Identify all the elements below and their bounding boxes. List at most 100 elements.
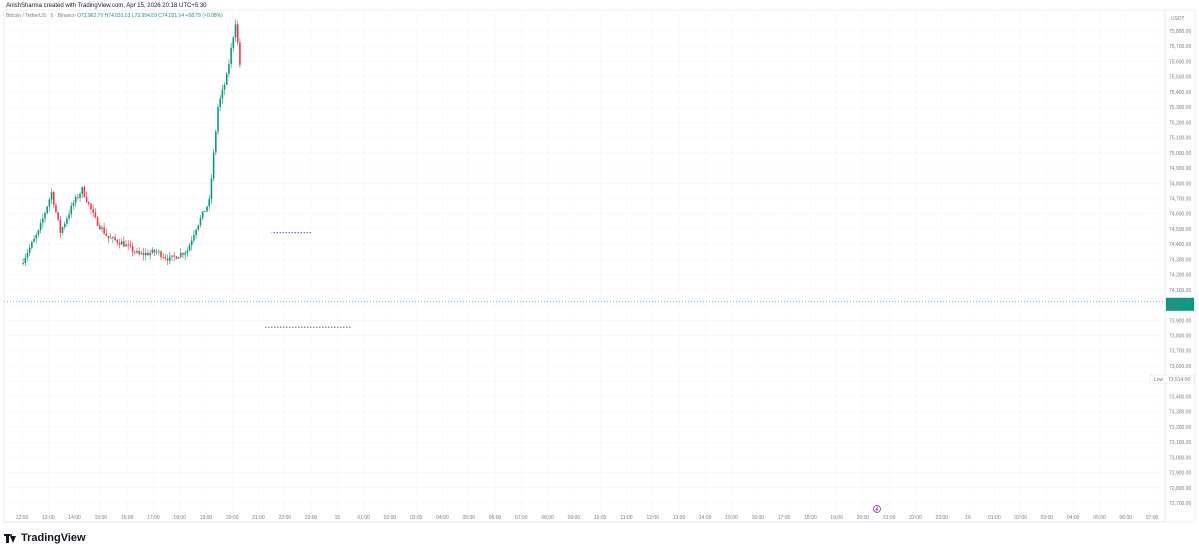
candle [83, 184, 86, 198]
candle [101, 224, 103, 233]
ohlc-close: C74,021.54 [158, 13, 185, 19]
grid [4, 10, 1165, 522]
ohlc-change: +58.79 (+0.08%) [185, 13, 223, 19]
time-tick: 20:00 [226, 515, 239, 521]
time-tick: 13:00 [42, 515, 55, 521]
candle [160, 249, 162, 261]
candle [204, 211, 206, 213]
candle [136, 247, 138, 255]
price-tick: 75,600.00 [1169, 59, 1191, 65]
price-chart[interactable]: USDT 75,800.00 75,700.00 75,600.00 75,500.0… [0, 0, 1199, 529]
time-tick: 23:00 [936, 515, 949, 521]
candle [234, 19, 237, 42]
candle [228, 59, 230, 78]
time-tick: 14:00 [68, 515, 81, 521]
tradingview-logo-icon [4, 533, 17, 543]
price-tick: 75,500.00 [1169, 75, 1191, 81]
time-tick: 09:00 [568, 515, 581, 521]
candle [28, 244, 31, 257]
time-tick: 15 [335, 515, 341, 521]
candle [52, 190, 55, 208]
last-price-tag: 74,021.54 01:22 [1166, 297, 1194, 311]
time-tick: 21:00 [883, 515, 896, 521]
candle [120, 238, 123, 245]
time-tick: 15:00 [725, 515, 738, 521]
candle [182, 251, 184, 259]
candle [212, 148, 215, 182]
zones-layer [265, 232, 351, 328]
price-tick: 75,000.00 [1169, 151, 1191, 157]
time-axis[interactable]: 12:00 13:00 14:00 15:00 16:00 17:00 18:00 19:00… [16, 515, 1159, 521]
price-axis[interactable]: 75,800.00 75,700.00 75,600.00 75,500.00 75,4… [1169, 29, 1191, 507]
candle [24, 253, 27, 266]
time-tick: 04:00 [436, 515, 449, 521]
candle [55, 202, 57, 214]
time-tick: 06:00 [1120, 515, 1133, 521]
candle [22, 258, 24, 266]
brand-name: TradingView [21, 532, 86, 544]
price-tick: 73,600.00 [1169, 364, 1191, 370]
symbol-name[interactable]: Bitcoin / TetherUS · 5 · Binance [6, 13, 76, 19]
candle [114, 233, 116, 242]
candle [133, 250, 136, 255]
candle [131, 242, 134, 257]
time-tick: 07:00 [1146, 515, 1159, 521]
alert-icon[interactable] [873, 505, 881, 513]
time-tick: 01:00 [988, 515, 1001, 521]
price-tick: 74,100.00 [1169, 288, 1191, 294]
price-tick: 75,200.00 [1169, 120, 1191, 126]
ohlc-high: H74,031.03 [104, 13, 131, 19]
price-tick: 75,400.00 [1169, 90, 1191, 96]
low-value: 73,514.00 [1168, 377, 1190, 383]
candle [72, 200, 75, 210]
price-tick: 73,900.00 [1169, 318, 1191, 324]
time-tick: 15:00 [95, 515, 108, 521]
candle [151, 247, 154, 254]
candle [66, 215, 68, 227]
price-tick: 74,400.00 [1169, 242, 1191, 248]
candle [208, 194, 211, 211]
candle [123, 236, 125, 248]
candle [118, 238, 121, 249]
candle [90, 203, 92, 214]
candle [173, 251, 176, 262]
time-tick: 12:00 [16, 515, 29, 521]
price-tick: 75,100.00 [1169, 136, 1191, 142]
candle [138, 247, 140, 256]
time-tick: 16:00 [121, 515, 134, 521]
time-tick: 08:00 [541, 515, 554, 521]
candle [210, 173, 213, 205]
last-price-value: 74,021.54 [1168, 299, 1190, 305]
time-tick: 02:00 [1014, 515, 1027, 521]
candle [103, 222, 105, 235]
price-tick: 74,900.00 [1169, 166, 1191, 172]
time-tick: 20:00 [857, 515, 870, 521]
price-tick: 75,800.00 [1169, 29, 1191, 35]
price-tick: 74,300.00 [1169, 257, 1191, 263]
candle [142, 247, 145, 261]
candle [232, 36, 235, 53]
price-tick: 74,600.00 [1169, 212, 1191, 218]
time-tick: 06:00 [489, 515, 502, 521]
candle [158, 249, 160, 256]
candle [184, 250, 186, 261]
candle [225, 71, 228, 86]
ohlc-open: O73,962.76 [77, 13, 104, 19]
low-price-tag: Low 73,514.00 [1149, 374, 1195, 384]
candle [31, 240, 33, 250]
candle [162, 253, 165, 259]
low-label: Low [1154, 377, 1164, 383]
candle [201, 211, 204, 221]
time-tick: 05:00 [463, 515, 476, 521]
candle [215, 129, 217, 156]
candle [223, 82, 226, 95]
candle [219, 95, 221, 112]
price-tick: 74,800.00 [1169, 181, 1191, 187]
time-tick: 18:00 [804, 515, 817, 521]
time-tick: 18:00 [173, 515, 186, 521]
candle [112, 236, 114, 244]
time-tick: 05:00 [1093, 515, 1106, 521]
candle [74, 194, 77, 207]
price-tick: 73,400.00 [1169, 394, 1191, 400]
price-tick: 73,100.00 [1169, 440, 1191, 446]
